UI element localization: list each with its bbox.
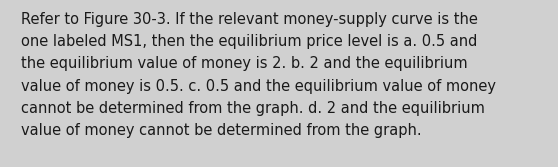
Text: the equilibrium value of money is 2. b. 2 and the equilibrium: the equilibrium value of money is 2. b. … (21, 56, 468, 71)
Text: one labeled MS1, then the equilibrium price level is a. 0.5 and: one labeled MS1, then the equilibrium pr… (21, 34, 478, 49)
Text: cannot be determined from the graph. d. 2 and the equilibrium: cannot be determined from the graph. d. … (21, 101, 485, 116)
Text: value of money cannot be determined from the graph.: value of money cannot be determined from… (21, 123, 422, 138)
Text: Refer to Figure 30-3. If the relevant money-supply curve is the: Refer to Figure 30-3. If the relevant mo… (21, 12, 478, 27)
Text: value of money is 0.5. c. 0.5 and the equilibrium value of money: value of money is 0.5. c. 0.5 and the eq… (21, 79, 496, 94)
